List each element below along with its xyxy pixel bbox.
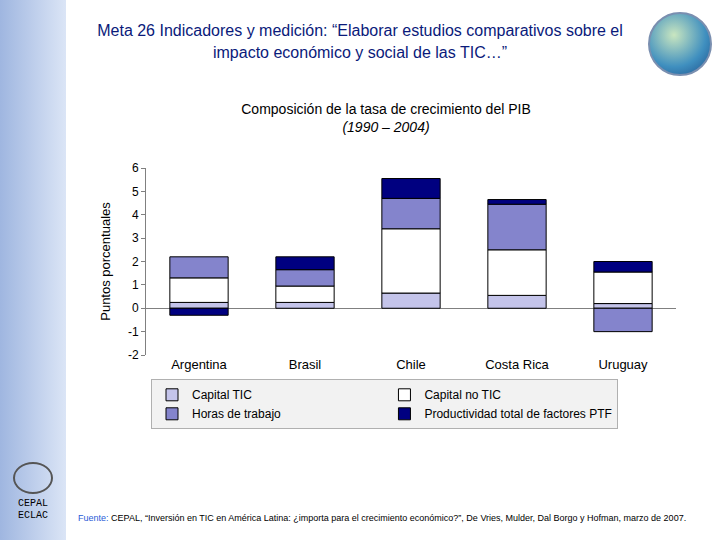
html-text:Meta 26 Indicadores y medición: Meta 26 Indicadores y medición: “Elabora… (97, 22, 623, 61)
svg-text:Costa Rica: Costa Rica (485, 357, 549, 372)
svg-text:Puntos porcentuales: Puntos porcentuales (98, 202, 113, 321)
svg-text:Uruguay: Uruguay (598, 357, 648, 372)
svg-text:Horas de trabajo: Horas de trabajo (192, 407, 281, 421)
svg-text:1: 1 (132, 278, 139, 292)
svg-text:Brasil: Brasil (289, 357, 322, 372)
svg-text:Composición de la tasa de crec: Composición de la tasa de crecimiento de… (241, 101, 530, 135)
svg-text:0: 0 (132, 301, 139, 315)
svg-text:3: 3 (132, 231, 139, 245)
svg-text:-1: -1 (128, 325, 139, 339)
svg-text:Capital no TIC: Capital no TIC (424, 388, 501, 402)
svg-text:-2: -2 (128, 348, 139, 362)
svg-text:Productividad total de factore: Productividad total de factores PTF (424, 407, 611, 421)
html-text:ECLAC: ECLAC (18, 510, 48, 521)
svg-text:5: 5 (132, 185, 139, 199)
svg-text:Argentina: Argentina (171, 357, 227, 372)
html-text:CEPAL: CEPAL (18, 498, 48, 509)
svg-text:4: 4 (132, 208, 139, 222)
svg-text:Chile: Chile (396, 357, 426, 372)
html-text:Fuente: CEPAL, “Inversión en T: Fuente: CEPAL, “Inversión en TIC en Amér… (78, 513, 687, 523)
svg-text:2: 2 (132, 255, 139, 269)
svg-text:Capital TIC: Capital TIC (192, 388, 252, 402)
svg-text:6: 6 (132, 161, 139, 175)
